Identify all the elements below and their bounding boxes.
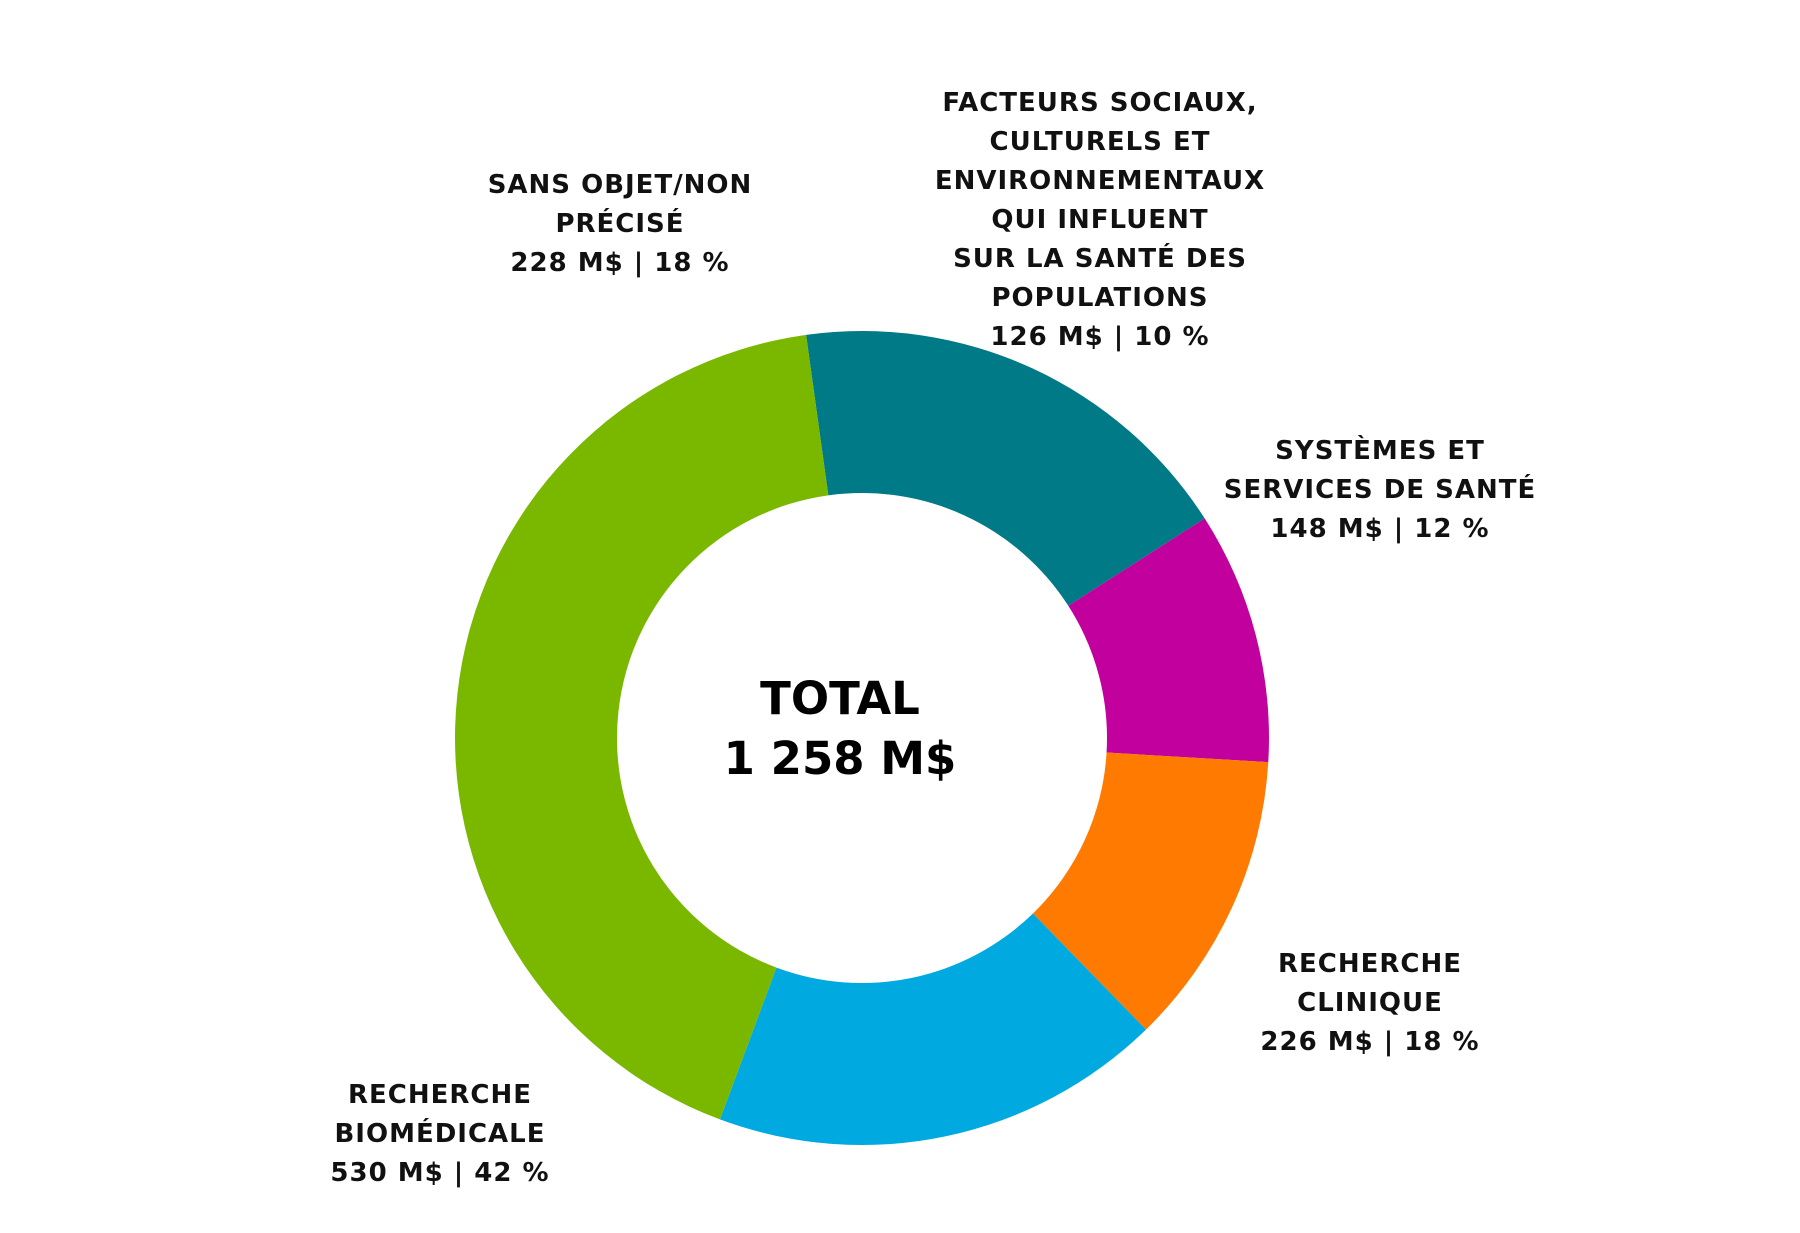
slice-recherche-clinique	[719, 913, 1146, 1145]
slice-sans-objet	[806, 330, 1205, 606]
center-total: 1 258 M$	[723, 732, 957, 785]
slice-label-facteurs-sociaux: FACTEURS SOCIAUX, CULTURELS ET ENVIRONNE…	[934, 88, 1266, 352]
slice-systemes-services	[1032, 752, 1269, 1030]
slice-label-sans-objet: SANS OBJET/NON PRÉCISÉ 228 M$ | 18 %	[487, 170, 753, 278]
slice-label-systemes-services: SYSTÈMES ET SERVICES DE SANTÉ 148 M$ | 1…	[1223, 436, 1537, 544]
slice-label-recherche-clinique: RECHERCHE CLINIQUE 226 M$ | 18 %	[1260, 949, 1480, 1057]
slice-recherche-biomedicale	[455, 334, 829, 1120]
center-title: TOTAL	[760, 672, 920, 725]
slice-facteurs-sociaux	[1068, 518, 1269, 763]
slice-label-recherche-biomedicale: RECHERCHE BIOMÉDICALE 530 M$ | 42 %	[330, 1080, 550, 1188]
